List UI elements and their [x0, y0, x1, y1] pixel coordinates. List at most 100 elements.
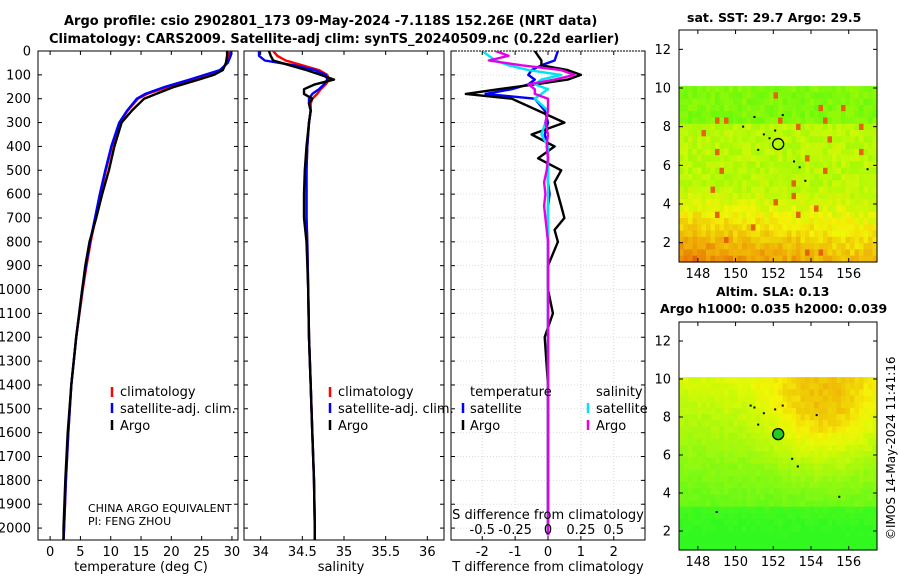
map-cell: [751, 255, 757, 263]
map-cell: [854, 236, 860, 244]
map-cell: [751, 155, 757, 163]
map-cell: [679, 463, 685, 471]
map-cell: [818, 475, 824, 483]
figure-title-line1: Argo profile: csio 2902801_173 09-May-20…: [64, 14, 598, 29]
map-cell: [791, 180, 797, 188]
map-cell: [800, 494, 806, 502]
map-cell: [683, 117, 689, 125]
map-cell: [719, 104, 725, 112]
map-cell: [791, 249, 797, 257]
map-cell: [728, 414, 734, 421]
map-cell: [778, 482, 784, 489]
map-cell: [728, 426, 734, 434]
map-cell: [728, 401, 734, 409]
map-cell: [728, 494, 734, 502]
map-cell: [706, 174, 712, 181]
map-cell: [751, 463, 757, 471]
map-cell: [872, 494, 878, 502]
map-cell: [733, 92, 739, 100]
map-cell: [683, 218, 689, 225]
map-cell: [760, 255, 766, 263]
map-cell: [710, 543, 716, 551]
map-cell: [818, 98, 824, 106]
map-cell: [818, 525, 824, 533]
map-cell: [787, 475, 793, 483]
map-cell: [697, 249, 703, 257]
depth-tick-label: 1700: [0, 450, 31, 465]
map-cell: [809, 92, 815, 100]
map-cell: [683, 130, 689, 137]
map-cell: [827, 155, 833, 163]
map-cell: [868, 255, 874, 263]
map-cell: [760, 130, 766, 137]
map-cell: [841, 401, 847, 409]
map-cell: [800, 537, 806, 545]
map-cell: [845, 186, 851, 194]
map-cell: [800, 389, 806, 397]
map-cell: [832, 249, 838, 257]
map-cell: [701, 463, 707, 471]
map-cell: [697, 451, 703, 458]
map-cell: [854, 180, 860, 188]
map-cell: [823, 180, 829, 188]
map-cell: [728, 98, 734, 106]
map-cell: [850, 494, 856, 502]
map-cell: [800, 531, 806, 539]
map-cell: [872, 236, 878, 244]
map-cell: [773, 457, 779, 465]
map-cell: [863, 236, 869, 244]
map-cell: [742, 249, 748, 257]
map-cell: [782, 174, 788, 181]
map-cell: [850, 469, 856, 477]
map-cell: [791, 463, 797, 471]
map-cell: [688, 104, 694, 112]
map-cell: [809, 167, 815, 175]
map-cell: [796, 230, 802, 238]
map-cell: [800, 199, 806, 207]
map-cell: [710, 98, 716, 106]
map-cell: [733, 377, 739, 384]
map-cell: [688, 500, 694, 508]
map-cell: [764, 224, 770, 232]
map-cell: [683, 500, 689, 508]
map-cell: [755, 537, 761, 545]
x-tick-label: 35.5: [371, 545, 400, 560]
map-cell: [724, 167, 730, 175]
map-cell: [836, 488, 842, 496]
map-cell: [679, 98, 685, 106]
map-cell: [710, 451, 716, 458]
map-cell: [814, 130, 820, 137]
map-cell: [836, 161, 842, 169]
map-cell: [868, 445, 874, 452]
map-cell: [823, 407, 829, 415]
map-cell: [800, 192, 806, 200]
map-cell: [701, 224, 707, 232]
map-cell: [778, 205, 784, 213]
map-cell: [841, 519, 847, 526]
map-cell: [872, 414, 878, 421]
map-cell: [688, 445, 694, 452]
map-cell: [733, 218, 739, 225]
map-cell: [706, 475, 712, 483]
map-cell: [742, 482, 748, 489]
map-cell: [710, 205, 716, 213]
map-cell: [823, 243, 829, 251]
map-cell: [769, 389, 775, 397]
map-cell: [787, 224, 793, 232]
map-cell: [715, 148, 721, 156]
map-cell: [827, 117, 833, 125]
map-cell: [751, 249, 757, 257]
map-cell: [850, 401, 856, 409]
map-cell: [728, 86, 734, 93]
map-cell: [697, 104, 703, 112]
map-cell: [832, 475, 838, 483]
map-cell: [742, 155, 748, 163]
map-cell: [679, 199, 685, 207]
map-cell: [782, 475, 788, 483]
map-cell: [778, 506, 784, 514]
map-cell: [854, 186, 860, 194]
map-cell: [841, 525, 847, 533]
map-cell: [832, 426, 838, 434]
map-cell: [800, 211, 806, 219]
map-cell: [755, 389, 761, 397]
